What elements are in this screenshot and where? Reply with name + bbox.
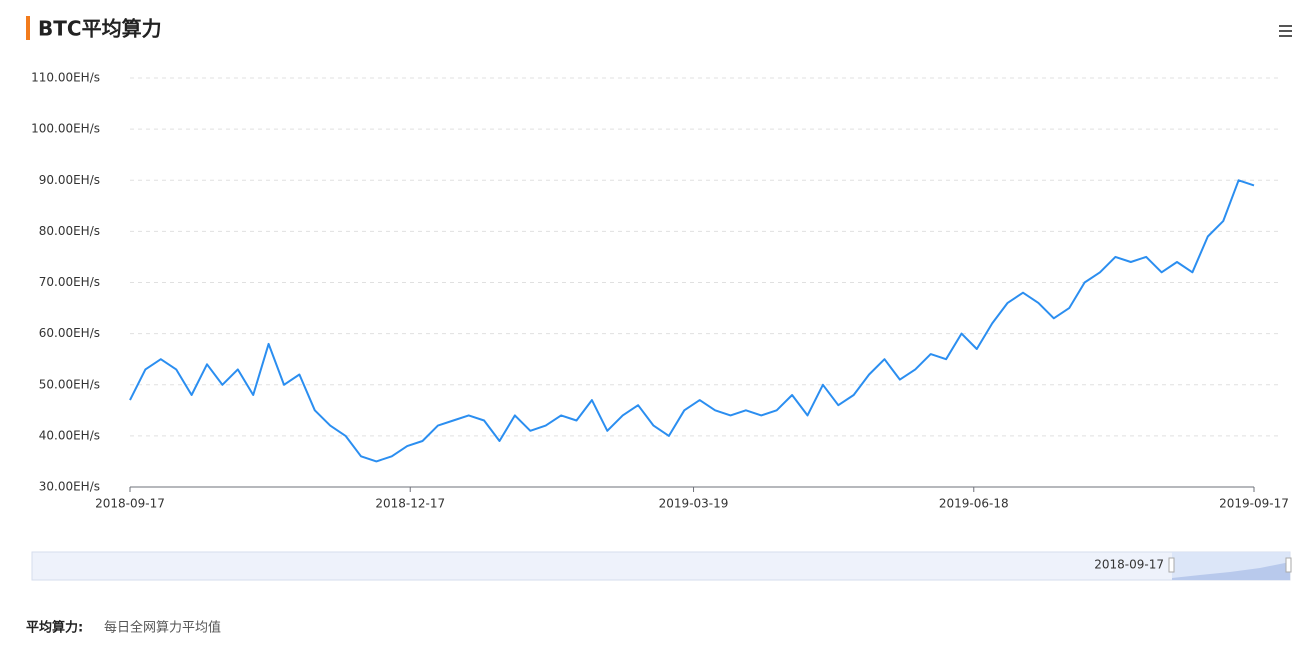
zoom-handle[interactable] [1285, 557, 1292, 573]
menu-icon[interactable] [1279, 25, 1292, 37]
y-tick-label: 100.00EH/s [31, 122, 100, 136]
chart-title: BTC平均算力 [38, 17, 162, 41]
y-tick-label: 60.00EH/s [39, 326, 100, 340]
y-tick-label: 80.00EH/s [39, 224, 100, 238]
y-tick-label: 110.00EH/s [31, 71, 100, 85]
x-tick-label: 2019-03-19 [659, 497, 729, 511]
note-text: 每日全网算力平均值 [104, 620, 221, 636]
zoom-handle[interactable] [1168, 557, 1175, 573]
y-tick-label: 70.00EH/s [39, 275, 100, 289]
title-accent [26, 16, 30, 40]
line-series [129, 179, 1255, 463]
x-tick-label: 2018-12-17 [375, 497, 445, 511]
x-tick-label: 2019-06-18 [939, 497, 1009, 511]
zoom-slider[interactable] [31, 551, 1291, 581]
y-tick-label: 40.00EH/s [39, 428, 100, 442]
note-term: 平均算力: [26, 620, 83, 636]
x-tick-label: 2018-09-17 [95, 497, 165, 511]
zoom-preview [1172, 562, 1290, 580]
zoom-label: 2018-09-17 [1094, 558, 1164, 572]
y-tick-label: 90.00EH/s [39, 173, 100, 187]
y-tick-label: 50.00EH/s [39, 377, 100, 391]
x-tick-label: 2019-09-17 [1219, 497, 1289, 511]
y-tick-label: 30.00EH/s [39, 480, 100, 494]
